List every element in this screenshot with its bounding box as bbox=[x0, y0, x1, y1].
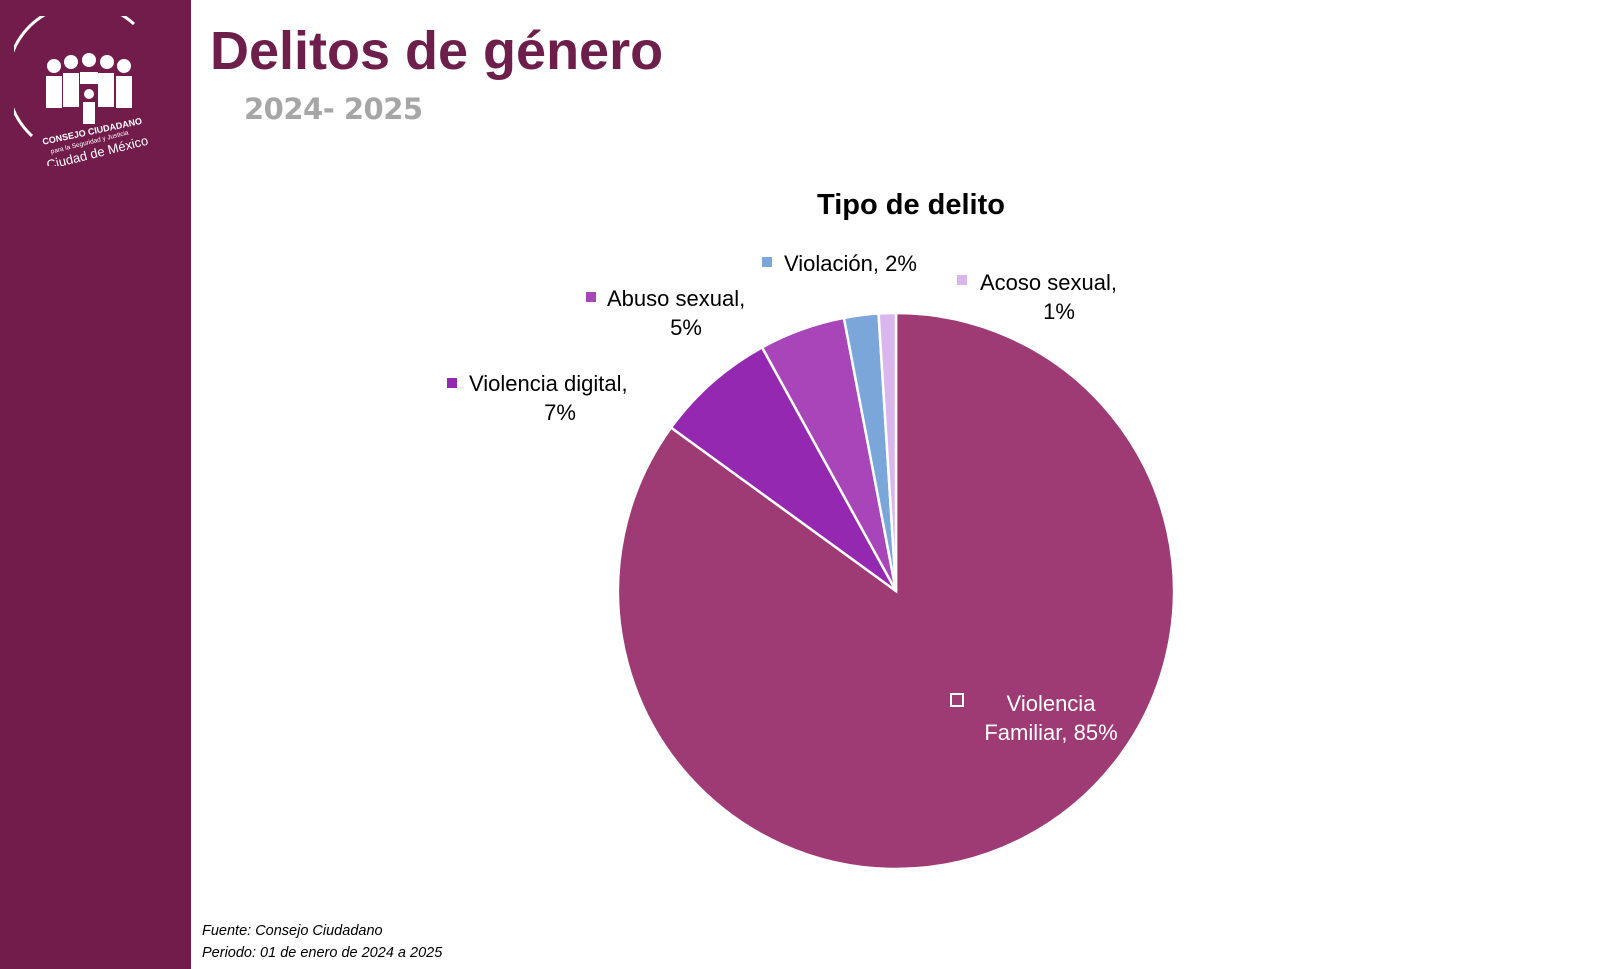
chart-title: Tipo de delito bbox=[817, 189, 1005, 221]
legend-marker bbox=[447, 378, 457, 388]
data-label: 1% bbox=[1043, 299, 1075, 324]
data-label: 7% bbox=[544, 400, 576, 425]
data-label: Familiar, 85% bbox=[984, 720, 1117, 745]
sidebar: CONSEJO CIUDADANO para la Seguridad y Ju… bbox=[0, 0, 191, 969]
data-label: Acoso sexual, bbox=[980, 270, 1117, 295]
pie-slice-violencia-digital bbox=[669, 345, 898, 593]
data-label: Violencia digital, bbox=[469, 371, 628, 396]
legend-marker bbox=[957, 275, 967, 285]
footer: Fuente: Consejo Ciudadano Periodo: 01 de… bbox=[202, 920, 442, 964]
source-note: Fuente: Consejo Ciudadano bbox=[202, 923, 383, 939]
data-label: Abuso sexual, bbox=[607, 286, 745, 311]
pie-slice-acoso-sexual bbox=[877, 311, 898, 592]
page-subtitle: 2024- 2025 bbox=[244, 92, 423, 126]
data-label: Violación, 2% bbox=[784, 251, 917, 276]
period-note: Periodo: 01 de enero de 2024 a 2025 bbox=[202, 945, 443, 961]
page-title: Delitos de género bbox=[210, 21, 664, 81]
data-label: 5% bbox=[670, 315, 702, 340]
legend-marker bbox=[950, 693, 964, 707]
data-label: Violencia bbox=[1007, 691, 1097, 716]
legend-marker bbox=[586, 292, 596, 302]
consejo-ciudadano-logo: CONSEJO CIUDADANO para la Seguridad y Ju… bbox=[14, 16, 150, 166]
legend-marker bbox=[762, 257, 772, 267]
